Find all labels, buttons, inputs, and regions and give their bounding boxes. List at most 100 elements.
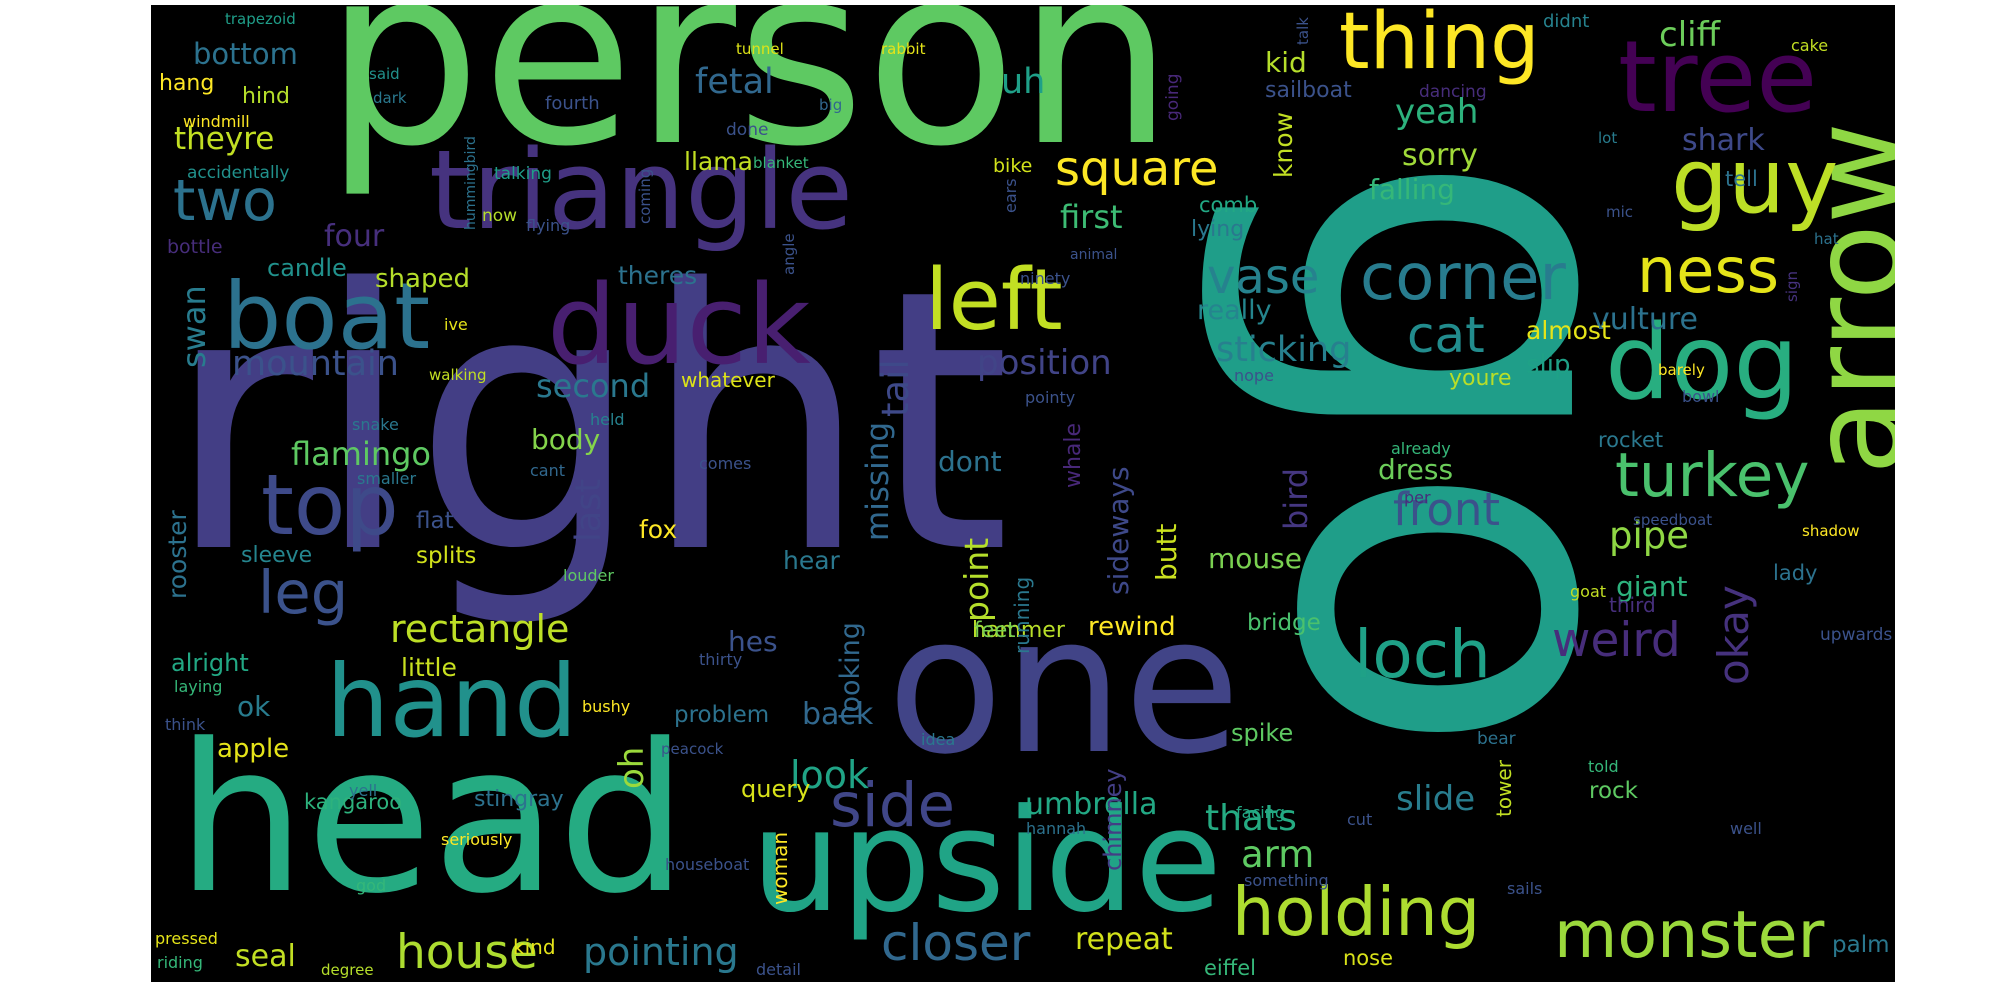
word: mic	[1606, 203, 1634, 221]
word: walking	[429, 366, 487, 384]
word: left	[925, 251, 1063, 350]
word: monster	[1554, 898, 1825, 973]
word: hannah	[1026, 819, 1087, 838]
word: hammer	[972, 618, 1065, 643]
word: rooster	[163, 510, 192, 599]
word-cloud: right go person head one upside triangle…	[151, 5, 1895, 982]
word: bottom	[193, 37, 298, 71]
word: missing	[860, 421, 896, 541]
word: boat	[223, 263, 431, 370]
word: dancing	[1419, 82, 1487, 102]
word: fourth	[545, 93, 600, 114]
word: nose	[1343, 946, 1394, 970]
word: shark	[1682, 123, 1765, 158]
word: candle	[267, 254, 347, 282]
word: mouse	[1208, 542, 1302, 575]
word: whale	[1061, 422, 1086, 488]
word: now	[482, 206, 518, 226]
word: know	[1269, 111, 1298, 178]
word: lot	[1598, 129, 1618, 147]
word: one	[887, 575, 1241, 796]
word: yell	[349, 781, 378, 800]
word: detail	[756, 960, 801, 979]
word: think	[165, 715, 206, 734]
word: something	[1244, 871, 1329, 890]
word: youre	[1449, 366, 1512, 391]
word: stingray	[474, 787, 564, 812]
word: hind	[242, 84, 290, 109]
word: first	[1060, 198, 1123, 236]
word: thats	[1205, 798, 1297, 839]
word: repeat	[1075, 922, 1173, 957]
word: rectangle	[390, 607, 570, 651]
word: pipe	[1609, 514, 1690, 557]
word: uh	[1001, 62, 1046, 102]
word: back	[802, 697, 874, 732]
word: laying	[174, 677, 223, 696]
word: falling	[1369, 173, 1455, 206]
word: cake	[1791, 36, 1829, 55]
word: arm	[1241, 833, 1315, 876]
word: ive	[444, 315, 468, 334]
word: last	[569, 478, 609, 542]
word: position	[977, 343, 1112, 383]
word: trapezoid	[225, 10, 296, 28]
word: hummingbird	[463, 136, 479, 230]
word: cliff	[1659, 15, 1721, 55]
word: corner	[1360, 241, 1566, 315]
word: little	[401, 653, 457, 682]
word: kind	[513, 935, 556, 959]
word: chimney	[1099, 768, 1127, 871]
word: alright	[171, 649, 249, 677]
word: dark	[373, 89, 407, 107]
word: going	[1163, 73, 1183, 121]
word: rewind	[1088, 612, 1176, 642]
word: seriously	[441, 830, 513, 849]
word: barely	[1658, 361, 1705, 379]
word: cut	[1347, 810, 1373, 829]
word: vulture	[1592, 302, 1699, 337]
word: flamingo	[291, 435, 431, 473]
word: body	[531, 423, 601, 456]
word: head	[176, 701, 688, 939]
word: sorry	[1402, 138, 1478, 173]
word: bridge	[1247, 610, 1321, 636]
word: louder	[563, 566, 614, 585]
word: dress	[1378, 453, 1454, 486]
word: said	[369, 65, 400, 83]
word: pointy	[1025, 388, 1076, 407]
word: splits	[416, 543, 477, 569]
word: butt	[1150, 523, 1183, 581]
word: duck	[547, 261, 811, 389]
word: giant	[1616, 570, 1688, 603]
word: tunnel	[736, 40, 784, 58]
word: nope	[1234, 366, 1274, 385]
word: lady	[1773, 561, 1818, 585]
word: bottle	[167, 236, 223, 258]
word: triangle	[429, 126, 854, 254]
word: fetal	[695, 62, 774, 102]
word: already	[1391, 439, 1451, 458]
word: hes	[728, 625, 778, 658]
word: animal	[1070, 247, 1118, 263]
word: problem	[674, 702, 770, 728]
word: cant	[530, 461, 566, 480]
word: llama	[684, 147, 753, 176]
word: eiffel	[1204, 956, 1256, 980]
word: tell	[1725, 167, 1758, 191]
word: mountain	[232, 344, 399, 384]
word: theres	[618, 261, 698, 290]
word: loch	[1354, 616, 1491, 693]
word: square	[1055, 141, 1219, 197]
word: windmill	[183, 112, 250, 131]
word: shaped	[375, 264, 470, 294]
word: leg	[258, 558, 349, 627]
word: feet	[974, 618, 1016, 642]
word: kangaroo	[304, 790, 403, 814]
word: held	[590, 410, 625, 429]
word: blanket	[753, 154, 809, 172]
word: front	[1393, 483, 1501, 536]
word: per	[1404, 488, 1431, 507]
word: comes	[699, 454, 752, 473]
word: hang	[159, 71, 215, 96]
